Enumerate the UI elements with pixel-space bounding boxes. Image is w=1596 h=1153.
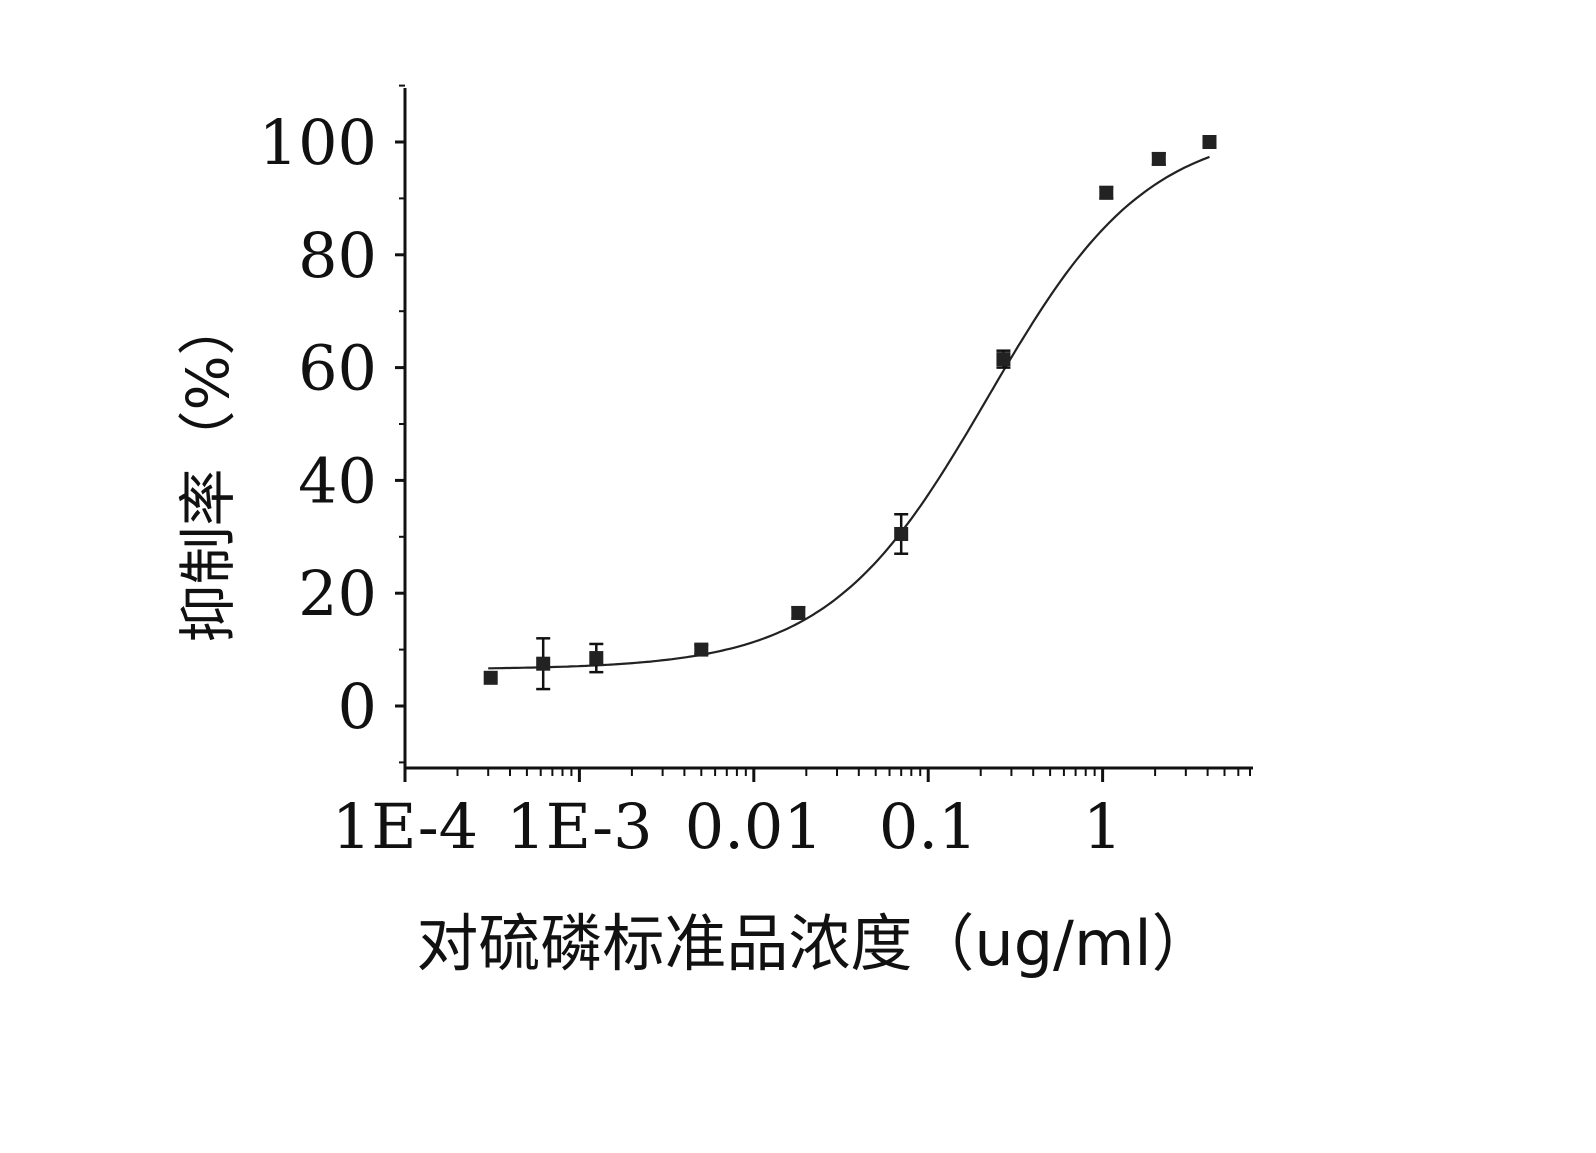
x-tick-label: 0.01 <box>685 790 823 863</box>
data-point <box>484 671 498 685</box>
y-tick-label: 100 <box>259 106 377 179</box>
data-point <box>1099 186 1113 200</box>
x-axis-tick-labels: 1E-4 1E-3 0.01 0.1 1 <box>332 790 1122 863</box>
y-tick-label: 0 <box>338 670 377 743</box>
y-tick-label: 20 <box>298 557 377 630</box>
data-points <box>484 135 1217 685</box>
x-tick-label: 0.1 <box>879 790 978 863</box>
x-axis-ticks <box>405 768 1250 782</box>
axes <box>405 88 1253 768</box>
data-point <box>1202 135 1216 149</box>
y-tick-label: 80 <box>298 219 377 292</box>
data-point <box>894 527 908 541</box>
error-bars <box>536 137 1216 689</box>
data-point <box>996 352 1010 366</box>
x-tick-label: 1E-4 <box>332 790 478 863</box>
fit-curve <box>488 157 1209 668</box>
x-tick-label: 1E-3 <box>506 790 652 863</box>
y-tick-label: 40 <box>298 444 377 517</box>
y-axis-title: 抑制率（%） <box>174 297 242 642</box>
data-point <box>791 606 805 620</box>
x-axis-title: 对硫磷标准品浓度（ug/ml） <box>416 907 1213 980</box>
data-point <box>694 643 708 657</box>
data-point <box>1152 152 1166 166</box>
data-point <box>536 657 550 671</box>
y-tick-label: 60 <box>298 332 377 405</box>
y-axis-tick-labels: 0 20 40 60 80 100 <box>259 106 377 743</box>
data-point <box>589 651 603 665</box>
x-tick-label: 1 <box>1083 790 1122 863</box>
